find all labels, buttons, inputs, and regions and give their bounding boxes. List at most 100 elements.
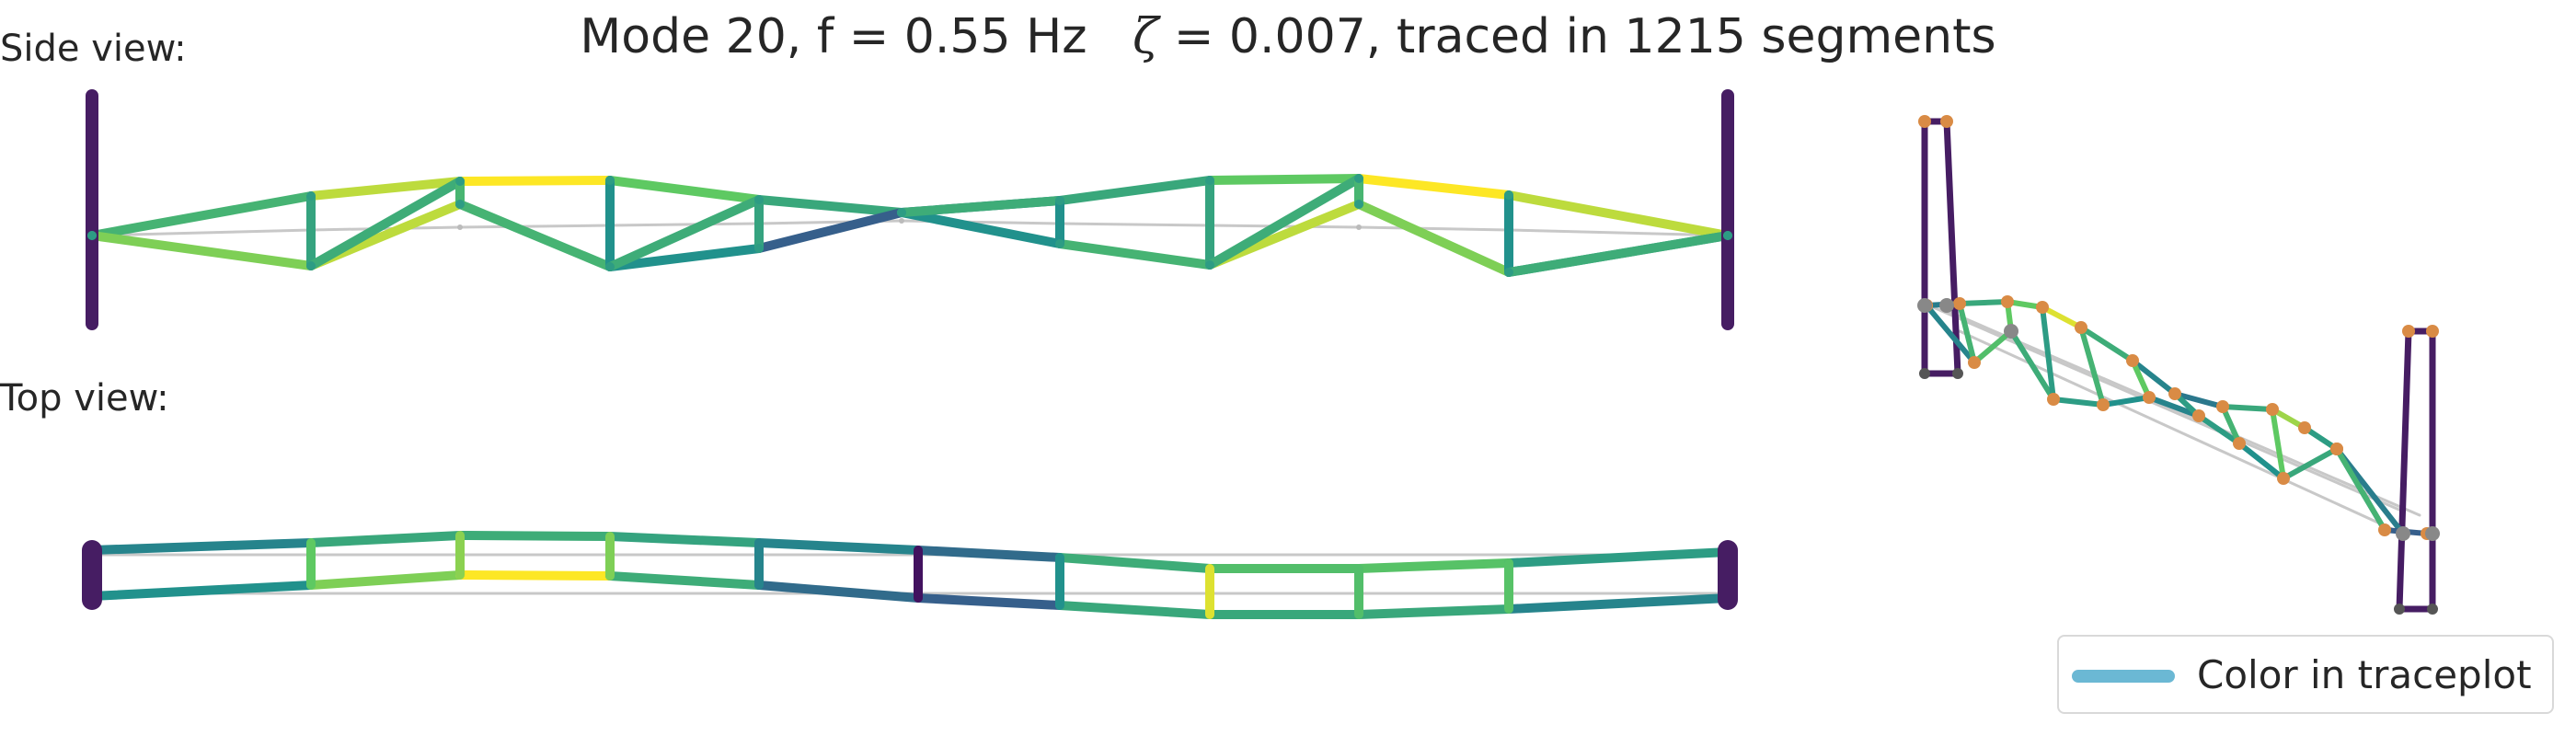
iso-support-node	[1917, 298, 1932, 313]
undeformed-chord	[1058, 222, 1212, 227]
top-view-chord	[605, 571, 764, 590]
side-node	[1205, 260, 1214, 270]
diagonal-member	[897, 196, 1064, 217]
side-node	[1354, 174, 1363, 183]
iso-node	[2047, 393, 2060, 406]
side-node	[1055, 196, 1064, 205]
iso-support-node	[2396, 526, 2410, 541]
iso-web-member	[2334, 446, 2387, 533]
top-view-plot	[82, 531, 1738, 619]
iso-lower-chord	[1972, 328, 2014, 365]
side-node	[1055, 239, 1064, 248]
top-view-chord	[306, 531, 465, 547]
side-node	[1723, 231, 1732, 240]
iso-node	[2036, 301, 2049, 314]
side-node	[754, 244, 764, 253]
iso-tower-base-node	[2427, 604, 2438, 615]
iso-node	[1953, 297, 1966, 310]
iso-tower-top-node	[2426, 325, 2439, 338]
top-chord-member	[455, 176, 615, 186]
top-chord-member	[306, 177, 465, 201]
iso-node	[2075, 321, 2087, 334]
iso-web-member	[2220, 404, 2242, 446]
side-node	[455, 177, 465, 186]
iso-node	[2277, 472, 2290, 485]
bottom-chord-member	[754, 208, 906, 253]
legend-swatch	[2072, 670, 2175, 683]
iso-node	[2192, 409, 2205, 422]
diagonal-member	[1205, 174, 1363, 270]
iso-tower-top-node	[1918, 115, 1931, 128]
iso-lower-chord	[2008, 328, 2056, 402]
top-chord-member	[1055, 176, 1214, 205]
isometric-view-plot	[1917, 115, 2440, 615]
diagonal-member	[306, 177, 465, 270]
side-node	[605, 262, 615, 271]
side-node	[306, 261, 316, 270]
top-chord-member	[1205, 174, 1363, 185]
undeformed-chord	[1958, 329, 2394, 531]
top-view-chord	[754, 538, 923, 555]
iso-node	[2216, 400, 2229, 413]
iso-upper-chord	[2040, 305, 2084, 330]
iso-lower-chord	[1924, 303, 1977, 365]
title-zeta: ζ	[1133, 9, 1159, 64]
top-view-chord	[87, 581, 316, 601]
top-view-chord	[1055, 553, 1214, 573]
undeformed-node	[457, 224, 463, 230]
undeformed-chord	[458, 224, 612, 229]
iso-support-node	[2004, 324, 2018, 339]
iso-node	[2298, 421, 2311, 434]
side-node	[1205, 176, 1214, 185]
title-mode: Mode 20, f = 0.55 Hz	[580, 9, 1087, 64]
top-view-chord	[1504, 593, 1732, 614]
top-chord-member	[605, 176, 764, 204]
iso-node	[2126, 354, 2139, 367]
iso-node	[1968, 356, 1981, 369]
top-chord-member	[87, 191, 316, 240]
bottom-chord-member	[897, 208, 1064, 248]
bottom-chord-member	[87, 231, 316, 270]
top-view-chord	[455, 570, 615, 581]
side-node	[605, 176, 615, 185]
top-chord-member	[1504, 190, 1732, 240]
bottom-chord-member	[1354, 200, 1513, 277]
iso-node	[2378, 523, 2391, 536]
undeformed-node	[1356, 224, 1362, 230]
iso-lower-chord	[2100, 395, 2152, 408]
iso-web-member	[2040, 305, 2056, 402]
side-node	[455, 200, 465, 209]
top-view-chord	[1354, 558, 1513, 573]
side-node	[1354, 200, 1363, 209]
legend: Color in traceplot	[2057, 635, 2554, 714]
top-view-chord	[1055, 601, 1214, 619]
top-view-chord	[605, 532, 764, 547]
iso-tower-left-leg	[1943, 118, 1961, 377]
iso-lower-chord	[2281, 446, 2340, 481]
side-node	[1504, 190, 1513, 200]
iso-node	[2330, 443, 2343, 455]
iso-web-member	[2130, 358, 2152, 400]
side-node	[306, 191, 316, 201]
iso-web-member	[2078, 325, 2106, 408]
top-chord-member	[754, 195, 906, 217]
top-view-chord	[455, 531, 615, 541]
iso-upper-chord	[2220, 404, 2275, 412]
iso-tower-base-node	[1919, 368, 1930, 379]
iso-tower-base-node	[1952, 368, 1963, 379]
top-view-chord	[1504, 547, 1732, 568]
side-node	[87, 231, 97, 240]
top-view-chord	[1354, 604, 1513, 619]
diagonal-member	[605, 195, 764, 271]
bottom-chord-member	[605, 244, 764, 271]
iso-lower-chord	[2051, 397, 2106, 408]
undeformed-chord	[608, 222, 761, 227]
iso-upper-chord	[2078, 325, 2135, 363]
iso-web-member	[2270, 407, 2286, 481]
iso-tower-top-node	[1940, 115, 1953, 128]
legend-label: Color in traceplot	[2197, 652, 2532, 697]
bottom-chord-member	[455, 200, 615, 271]
side-view-plot	[86, 89, 1734, 330]
undeformed-node	[899, 218, 904, 224]
